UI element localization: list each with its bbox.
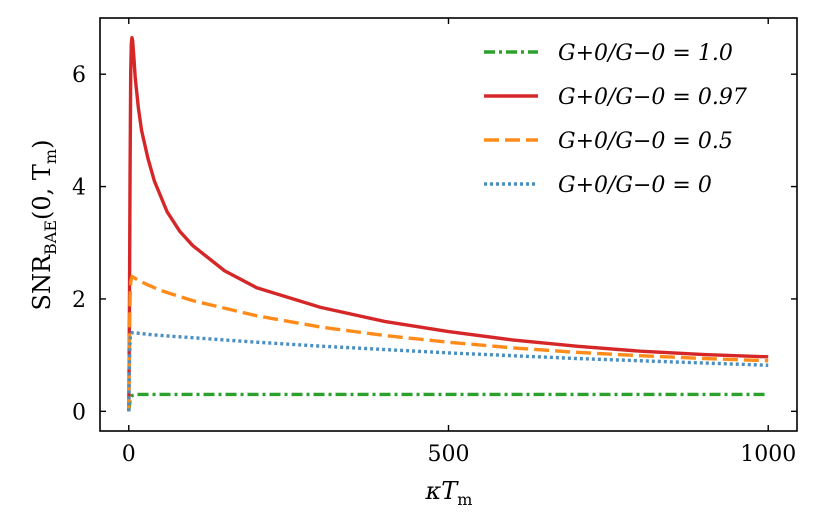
y-tick-label: 0: [72, 400, 86, 425]
y-axis-label-sub: BAE: [41, 220, 60, 255]
series-line-0: [127, 392, 769, 412]
legend-label-2: G+0/G−0 = 0.5: [558, 129, 733, 154]
legend-label-1: G+0/G−0 = 0.97: [558, 85, 747, 110]
y-axis-label-main: SNR: [28, 254, 56, 310]
y-tick-label: 2: [72, 288, 86, 313]
series-line-2: [127, 274, 769, 412]
legend: G+0/G−0 = 1.0 G+0/G−0 = 0.97 G+0/G−0 = 0.5…: [484, 41, 747, 198]
y-axis-label: SNRBAE(0, Tm): [28, 140, 60, 311]
x-tick-label: 0: [122, 442, 136, 467]
x-axis-label: κTm: [425, 477, 473, 509]
y-tick-label: 4: [72, 176, 86, 201]
x-axis-label-sub: m: [457, 490, 472, 509]
y-tick-label: 6: [72, 63, 86, 88]
x-axis-label-main: κT: [425, 477, 460, 505]
y-axis-label-close: ): [28, 140, 56, 149]
series-line-3: [127, 330, 769, 412]
plot-frame: [99, 17, 798, 432]
series-layer: [127, 35, 769, 412]
ticks-layer: 0 500 1000 0 2 4 6: [72, 18, 797, 467]
series-line-1: [127, 35, 769, 412]
y-axis-label-args-sub: m: [41, 149, 60, 164]
x-tick-label: 500: [428, 442, 470, 467]
legend-label-0: G+0/G−0 = 1.0: [558, 41, 733, 66]
y-axis-label-args: (0, T: [28, 164, 56, 220]
x-tick-label: 1000: [740, 442, 796, 467]
legend-label-3: G+0/G−0 = 0: [558, 173, 712, 198]
